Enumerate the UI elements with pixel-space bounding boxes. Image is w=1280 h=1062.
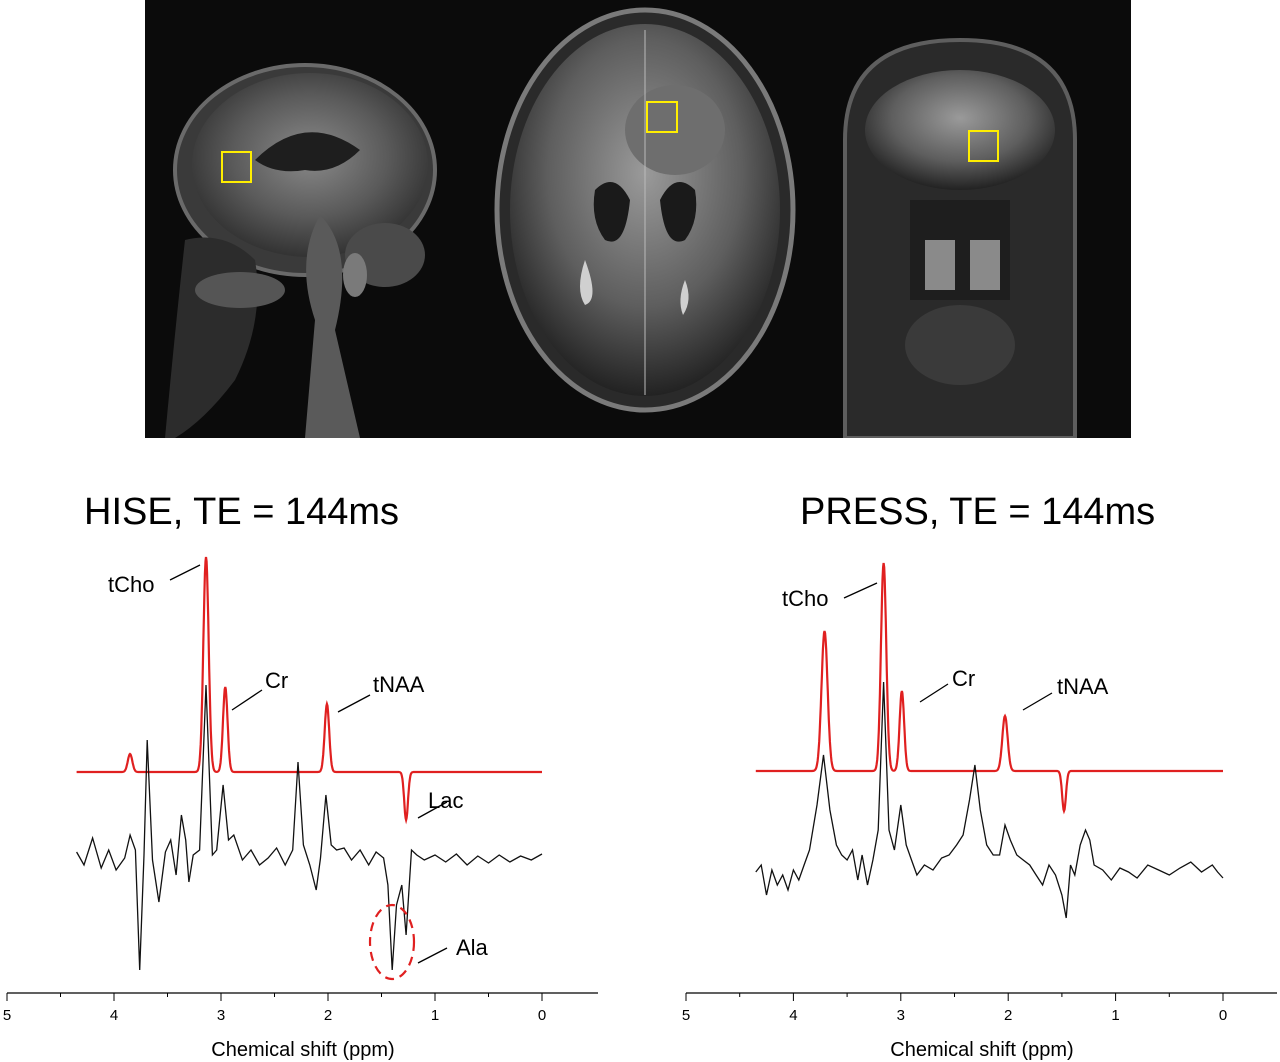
peak-label-tnaa: tNAA	[1057, 674, 1109, 699]
voxel-box-sagittal	[221, 151, 252, 183]
x-tick-label: 2	[1004, 1007, 1012, 1024]
x-tick-label: 0	[538, 1007, 546, 1024]
hise-data-line	[76, 684, 543, 971]
press-panel: PRESS, TE = 144ms tCho Cr tNAA 5 4 3 2 1 0 Chem…	[682, 491, 1277, 1061]
press-x-axis-title: Chemical shift (ppm)	[890, 1039, 1073, 1061]
peak-leader-line	[1022, 692, 1053, 711]
peak-leader-line	[231, 689, 263, 711]
voxel-box-axial	[646, 101, 678, 133]
peak-label-tcho: tCho	[108, 572, 154, 597]
x-tick-label: 1	[1111, 1007, 1119, 1024]
x-tick-label: 5	[3, 1007, 11, 1024]
peak-label-tcho: tCho	[782, 586, 828, 611]
x-tick-label: 0	[1219, 1007, 1227, 1024]
press-annotations: tCho Cr tNAA	[782, 582, 1109, 711]
mri-axial-view	[494, 7, 796, 413]
hise-x-axis-title: Chemical shift (ppm)	[211, 1039, 394, 1061]
x-tick-label: 4	[789, 1007, 797, 1024]
peak-label-ala: Ala	[456, 935, 489, 960]
peak-leader-line	[417, 947, 448, 964]
x-tick-label: 2	[324, 1007, 332, 1024]
peak-label-cr: Cr	[952, 666, 975, 691]
mri-image-strip	[145, 0, 1131, 438]
peak-label-cr: Cr	[265, 668, 288, 693]
peak-leader-line	[337, 694, 371, 713]
x-tick-label: 5	[682, 1007, 690, 1024]
hise-title: HISE, TE = 144ms	[84, 491, 399, 533]
press-title: PRESS, TE = 144ms	[800, 491, 1155, 533]
x-tick-label: 3	[897, 1007, 905, 1024]
x-tick-label: 3	[217, 1007, 225, 1024]
peak-label-tnaa: tNAA	[373, 672, 425, 697]
hise-fit-line	[76, 556, 542, 825]
peak-leader-line	[417, 801, 448, 819]
peak-leader-line	[919, 683, 949, 703]
mri-views-svg	[165, 7, 1077, 438]
hise-ticks: 5 4 3 2 1 0	[3, 993, 546, 1024]
press-data-line	[755, 681, 1224, 919]
mri-coronal-view	[843, 37, 1077, 438]
voxel-box-coronal	[968, 130, 999, 162]
mri-sagittal-view	[165, 63, 437, 438]
press-fit-line	[755, 562, 1223, 815]
press-ticks: 5 4 3 2 1 0	[682, 993, 1227, 1024]
x-tick-label: 1	[431, 1007, 439, 1024]
peak-leader-line	[169, 564, 201, 581]
peak-leader-line	[843, 582, 878, 599]
ala-annotation-ellipse	[368, 903, 416, 981]
x-tick-label: 4	[110, 1007, 118, 1024]
